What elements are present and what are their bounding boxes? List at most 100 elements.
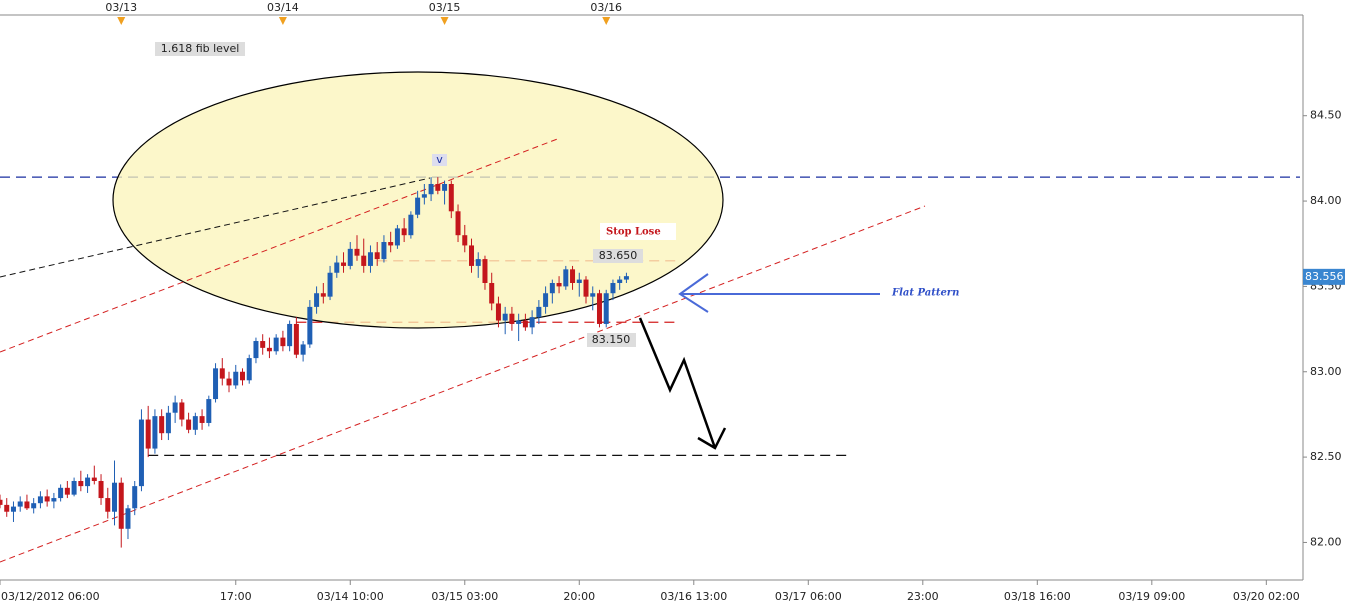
candle-body	[58, 487, 64, 499]
candle-body	[536, 306, 542, 318]
date-marker-label: 03/16	[590, 1, 622, 14]
candle-body	[152, 416, 158, 449]
y-tick-label: 82.50	[1310, 450, 1342, 463]
y-tick-label: 84.00	[1310, 194, 1342, 207]
candle-body	[78, 480, 84, 487]
projection-arrow	[638, 317, 727, 450]
candle-body	[482, 259, 488, 283]
candle-body	[246, 358, 252, 381]
last-price-box	[1303, 268, 1345, 285]
candle-body	[44, 496, 50, 502]
candle-body	[556, 282, 562, 287]
candle-body	[570, 269, 576, 283]
date-marker	[278, 17, 287, 25]
candle-body	[516, 320, 522, 324]
candle-body	[253, 341, 259, 359]
trend-line	[0, 205, 926, 563]
annotation: 1.618 fib level	[161, 42, 240, 55]
candle-body	[394, 228, 400, 246]
candle-body	[179, 402, 185, 420]
date-marker	[602, 17, 611, 25]
candle-body	[367, 252, 373, 266]
candle-body	[165, 412, 171, 434]
candle-body	[495, 303, 501, 321]
candle-body	[381, 242, 387, 260]
candle-body	[24, 501, 30, 509]
y-tick-label: 83.00	[1310, 365, 1342, 378]
candle-body	[529, 317, 535, 328]
candle-body	[462, 235, 468, 246]
candle-body	[37, 496, 43, 504]
candle-body	[475, 259, 481, 266]
label-box	[432, 154, 447, 166]
candle-body	[112, 482, 118, 512]
x-tick-label: 17:00	[220, 590, 252, 603]
candle-body	[199, 416, 205, 423]
annotation: 83.650	[599, 249, 638, 262]
candle-body	[469, 245, 475, 266]
candle-body	[623, 276, 629, 280]
y-tick-label: 82.00	[1310, 535, 1342, 548]
candle-body	[219, 368, 225, 379]
candle-body	[610, 282, 616, 294]
candle-body	[502, 313, 508, 321]
candle-body	[206, 399, 212, 423]
candle-body	[408, 214, 414, 236]
candle-body	[17, 501, 23, 507]
label-box	[593, 249, 643, 263]
date-marker-label: 03/14	[267, 1, 299, 14]
candle-body	[125, 508, 131, 529]
date-marker	[440, 17, 449, 25]
candle-body	[374, 252, 380, 260]
candle-body	[51, 498, 57, 502]
x-tick-label: 03/20 02:00	[1233, 590, 1300, 603]
trend-line	[0, 177, 431, 278]
x-tick-label: 20:00	[563, 590, 595, 603]
candle-body	[138, 419, 144, 487]
date-marker-label: 03/13	[105, 1, 137, 14]
y-tick-label: 84.50	[1310, 109, 1342, 122]
candle-body	[213, 368, 219, 400]
x-tick-label: 03/12/2012 06:00	[1, 590, 100, 603]
candle-body	[31, 503, 37, 509]
candle-body	[596, 293, 602, 324]
candle-body	[583, 279, 589, 297]
label-box	[155, 42, 245, 56]
x-tick-label: 03/18 16:00	[1004, 590, 1071, 603]
last-price-label: 83.556	[1305, 270, 1344, 283]
candle-body	[118, 482, 124, 529]
candle-body	[442, 183, 448, 191]
candle-body	[320, 293, 326, 297]
arrow	[678, 273, 880, 313]
x-tick-label: 03/16 13:00	[660, 590, 727, 603]
candle-body	[192, 416, 198, 430]
candle-body	[435, 183, 441, 191]
candle-body	[563, 269, 569, 287]
candle-body	[98, 480, 104, 499]
candle-body	[273, 337, 279, 352]
candle-body	[64, 487, 70, 495]
annotation: 83.150	[592, 333, 631, 346]
candle-body	[4, 504, 10, 512]
candle-body	[233, 371, 239, 386]
candle-body	[428, 183, 434, 195]
candle-body	[509, 313, 515, 324]
annotation: Stop Lose	[606, 227, 661, 238]
candle-body	[105, 498, 111, 512]
candle-body	[549, 282, 555, 294]
candle-body	[448, 183, 454, 212]
x-tick-label: 03/17 06:00	[775, 590, 842, 603]
candle-body	[260, 341, 266, 348]
candle-body	[388, 242, 394, 246]
label-box	[600, 223, 676, 240]
candle-body	[71, 480, 77, 495]
annotation: v	[436, 153, 443, 166]
candle-body	[307, 306, 313, 345]
candle-body	[293, 323, 299, 355]
candle-body	[132, 486, 138, 509]
candle-body	[347, 248, 353, 266]
candle-body	[172, 402, 178, 413]
candle-body	[280, 337, 286, 347]
